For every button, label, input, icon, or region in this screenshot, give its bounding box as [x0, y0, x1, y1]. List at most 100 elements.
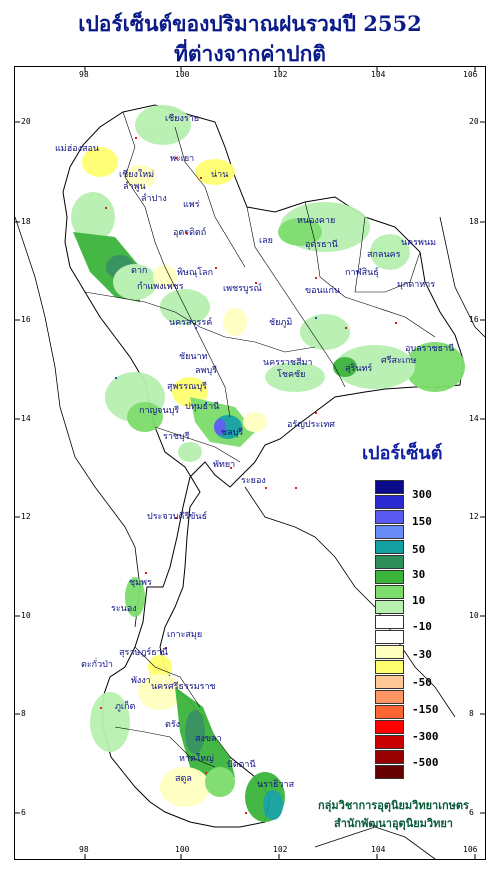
credit-line-1: กลุ่มวิชาการอุตุนิยมวิทยาเกษตร	[318, 799, 469, 812]
legend-label: 30	[412, 568, 426, 581]
axis-left-tick: 14	[21, 414, 31, 423]
axis-right-tick: 14	[469, 414, 479, 423]
axis-top-tick: 104	[371, 70, 386, 79]
province-label: สตูล	[175, 774, 192, 784]
province-label: นครสวรรค์	[169, 318, 213, 328]
credit-line-2: สำนักพัฒนาอุตุนิยมวิทยา	[334, 817, 453, 830]
legend-swatch	[375, 705, 404, 719]
legend-swatch	[375, 525, 404, 539]
province-label: นครพนม	[401, 238, 437, 248]
legend-swatch	[375, 540, 404, 554]
legend-label: -30	[412, 648, 432, 661]
province-label: ชัยนาท	[179, 352, 208, 362]
axis-right-tick: 18	[469, 217, 479, 226]
province-label: ประจวบคีรีขันธ์	[147, 512, 208, 522]
axis-right-tick: 8	[469, 709, 474, 718]
province-label: เชียงราย	[165, 114, 200, 124]
province-label: ลพบุรี	[195, 366, 217, 376]
legend-swatch	[375, 720, 404, 734]
province-label: กำแพงเพชร	[137, 282, 184, 292]
province-label: สกลนคร	[367, 250, 401, 260]
province-label: สุรินทร์	[345, 364, 373, 374]
legend-swatch	[375, 555, 404, 569]
province-label: ปทุมธานี	[185, 402, 220, 412]
axis-left-tick: 8	[21, 709, 26, 718]
axis-top-tick: 102	[273, 70, 288, 79]
axis-left-tick: 6	[21, 808, 26, 817]
province-label: ตาก	[131, 266, 148, 276]
province-label: ชุมพร	[129, 578, 152, 588]
axis-top-tick: 100	[175, 70, 190, 79]
province-label: นราธิวาส	[257, 780, 295, 790]
legend-color-scale	[375, 480, 404, 780]
legend-swatch	[375, 750, 404, 764]
province-label: สุราษฎร์ธานี	[119, 648, 168, 658]
legend-swatch	[375, 675, 404, 689]
province-label: ตรัง	[165, 720, 181, 730]
axis-bottom-tick: 100	[175, 845, 190, 854]
province-label: เกาะสมุย	[167, 630, 203, 640]
map-subtitle: ที่ต่างจากค่าปกติ	[174, 41, 326, 66]
province-label: ระนอง	[111, 604, 137, 614]
province-label: อรัญประเทศ	[287, 420, 336, 430]
province-label: อุดรธานี	[305, 240, 338, 250]
legend-swatch	[375, 585, 404, 599]
province-label: ชลบุรี	[221, 428, 244, 438]
legend-swatch	[375, 615, 404, 629]
province-label: ราชบุรี	[163, 432, 190, 442]
province-label: สุพรรณบุรี	[167, 382, 207, 392]
province-label: อุตรดิตถ์	[173, 228, 207, 238]
province-label: ชัยภูมิ	[269, 318, 293, 328]
legend-swatch	[375, 630, 404, 644]
province-label: ภูเก็ต	[115, 702, 136, 712]
province-label: สงขลา	[195, 734, 222, 744]
province-label: อุบลราชธานี	[405, 344, 455, 354]
province-label: แม่ฮ่องสอน	[55, 144, 100, 154]
axis-left-tick: 12	[21, 512, 31, 521]
province-label: พัทยา	[213, 460, 236, 470]
legend-swatch	[375, 645, 404, 659]
province-label: พิษณุโลก	[177, 268, 214, 278]
map-title: เปอร์เซ็นต์ของปริมาณฝนรวมปี 2552	[78, 11, 422, 36]
axis-left-tick: 18	[21, 217, 31, 226]
axis-bottom-tick: 106	[463, 845, 478, 854]
province-label: หนองคาย	[297, 216, 336, 226]
province-label: แพร่	[183, 200, 200, 210]
axis-right-tick: 12	[469, 512, 479, 521]
province-label: พังงา	[131, 676, 151, 686]
axis-right-tick: 16	[469, 315, 479, 324]
legend-label: -500	[412, 756, 439, 769]
province-label: ลำพูน	[123, 182, 146, 192]
province-label: นครศรีธรรมราช	[151, 682, 216, 692]
axis-left-tick: 20	[21, 117, 31, 126]
province-label: กาฬสินธุ์	[345, 268, 379, 278]
province-label: เชียงใหม่	[119, 170, 155, 180]
axis-left-tick: 10	[21, 611, 31, 620]
legend-swatch	[375, 735, 404, 749]
legend-swatch	[375, 570, 404, 584]
province-label: นครราชสีมา	[263, 358, 313, 368]
province-label: ปัตตานี	[227, 760, 256, 770]
legend-label: -150	[412, 703, 439, 716]
province-label: น่าน	[211, 170, 229, 180]
axis-bottom-tick: 98	[79, 845, 89, 854]
axis-right-tick: 10	[469, 611, 479, 620]
axis-bottom-tick: 102	[273, 845, 288, 854]
province-label: มุกดาหาร	[397, 280, 436, 290]
legend-swatch	[375, 480, 404, 494]
province-label: กาญจนบุรี	[139, 406, 180, 416]
legend-swatch	[375, 690, 404, 704]
legend-label: 150	[412, 515, 432, 528]
axis-right-tick: 20	[469, 117, 479, 126]
province-label: เพชรบูรณ์	[223, 284, 262, 294]
province-label: ศรีสะเกษ	[381, 356, 417, 366]
province-label: ตะกั่วป่า	[81, 660, 113, 670]
axis-top-tick: 98	[79, 70, 89, 79]
legend-label: 10	[412, 594, 426, 607]
legend-swatch	[375, 600, 404, 614]
legend-swatch	[375, 660, 404, 674]
province-label: พะเยา	[170, 154, 195, 164]
legend-label: -300	[412, 730, 439, 743]
legend-title: เปอร์เซ็นต์	[362, 443, 443, 464]
legend-label: -10	[412, 620, 432, 633]
